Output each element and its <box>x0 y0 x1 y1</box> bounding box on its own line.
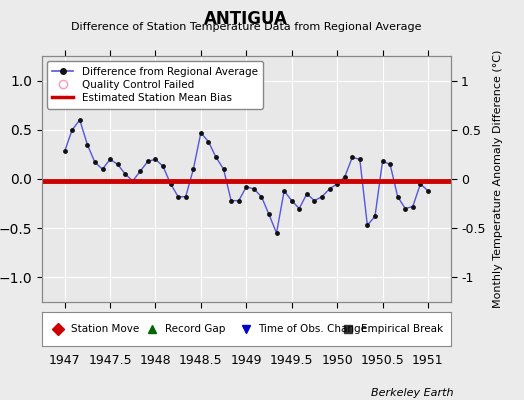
Text: Time of Obs. Change: Time of Obs. Change <box>258 324 367 334</box>
Text: 1948.5: 1948.5 <box>179 354 223 367</box>
Text: 1950: 1950 <box>321 354 353 367</box>
Text: Berkeley Earth: Berkeley Earth <box>371 388 453 398</box>
Text: 1947: 1947 <box>49 354 81 367</box>
Text: Station Move: Station Move <box>71 324 139 334</box>
Text: 1949: 1949 <box>231 354 262 367</box>
Y-axis label: Monthly Temperature Anomaly Difference (°C): Monthly Temperature Anomaly Difference (… <box>493 50 503 308</box>
Text: Difference of Station Temperature Data from Regional Average: Difference of Station Temperature Data f… <box>71 22 421 32</box>
Text: 1949.5: 1949.5 <box>270 354 313 367</box>
Legend: Difference from Regional Average, Quality Control Failed, Estimated Station Mean: Difference from Regional Average, Qualit… <box>47 61 263 108</box>
Text: Empirical Break: Empirical Break <box>361 324 443 334</box>
Text: Record Gap: Record Gap <box>165 324 225 334</box>
Text: 1950.5: 1950.5 <box>361 354 405 367</box>
Text: 1948: 1948 <box>139 354 171 367</box>
Text: 1947.5: 1947.5 <box>88 354 132 367</box>
Text: ANTIGUA: ANTIGUA <box>204 10 288 28</box>
Text: 1951: 1951 <box>412 354 444 367</box>
